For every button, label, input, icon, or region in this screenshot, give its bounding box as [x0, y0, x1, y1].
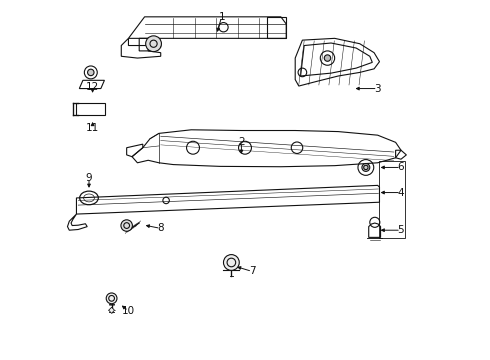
Text: 8: 8 — [157, 224, 164, 233]
Text: 10: 10 — [122, 306, 135, 316]
Circle shape — [324, 55, 331, 61]
Text: 9: 9 — [86, 173, 92, 183]
Circle shape — [362, 163, 370, 171]
Circle shape — [88, 69, 94, 76]
Text: 3: 3 — [374, 84, 381, 94]
Text: 6: 6 — [398, 162, 404, 172]
Circle shape — [121, 220, 132, 231]
Text: 1: 1 — [219, 12, 225, 22]
Circle shape — [106, 293, 117, 304]
Text: 5: 5 — [398, 225, 404, 235]
Text: 7: 7 — [249, 266, 255, 276]
Text: 11: 11 — [86, 123, 99, 133]
Circle shape — [146, 36, 161, 51]
Text: 12: 12 — [86, 82, 99, 92]
Circle shape — [223, 255, 239, 270]
Text: 2: 2 — [238, 138, 245, 147]
Text: 4: 4 — [398, 188, 404, 198]
Polygon shape — [109, 307, 115, 314]
